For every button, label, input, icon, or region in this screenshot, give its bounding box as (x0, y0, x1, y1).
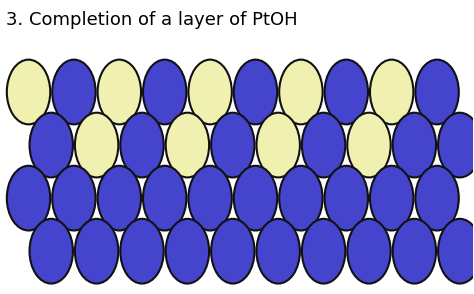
Ellipse shape (52, 166, 96, 230)
Ellipse shape (166, 113, 209, 177)
Ellipse shape (392, 113, 436, 177)
Ellipse shape (29, 219, 73, 283)
Ellipse shape (166, 219, 209, 283)
Ellipse shape (302, 113, 345, 177)
Ellipse shape (279, 60, 323, 124)
Ellipse shape (370, 166, 413, 230)
Ellipse shape (211, 113, 255, 177)
Ellipse shape (75, 219, 118, 283)
Ellipse shape (7, 60, 50, 124)
Ellipse shape (438, 113, 474, 177)
Ellipse shape (188, 60, 232, 124)
Ellipse shape (98, 60, 141, 124)
Ellipse shape (347, 219, 391, 283)
Ellipse shape (29, 113, 73, 177)
Ellipse shape (7, 166, 50, 230)
Ellipse shape (75, 113, 118, 177)
Ellipse shape (120, 219, 164, 283)
Ellipse shape (415, 166, 459, 230)
Ellipse shape (188, 166, 232, 230)
Ellipse shape (256, 219, 300, 283)
Ellipse shape (98, 166, 141, 230)
Ellipse shape (143, 60, 186, 124)
Ellipse shape (211, 219, 255, 283)
Ellipse shape (143, 166, 186, 230)
Ellipse shape (392, 219, 436, 283)
Ellipse shape (234, 166, 277, 230)
Ellipse shape (279, 166, 323, 230)
Ellipse shape (52, 60, 96, 124)
Text: 3. Completion of a layer of PtOH: 3. Completion of a layer of PtOH (6, 11, 298, 29)
Ellipse shape (325, 60, 368, 124)
Ellipse shape (120, 113, 164, 177)
Ellipse shape (302, 219, 345, 283)
Ellipse shape (347, 113, 391, 177)
Ellipse shape (256, 113, 300, 177)
Ellipse shape (370, 60, 413, 124)
Ellipse shape (438, 219, 474, 283)
Ellipse shape (234, 60, 277, 124)
Ellipse shape (325, 166, 368, 230)
Ellipse shape (415, 60, 459, 124)
